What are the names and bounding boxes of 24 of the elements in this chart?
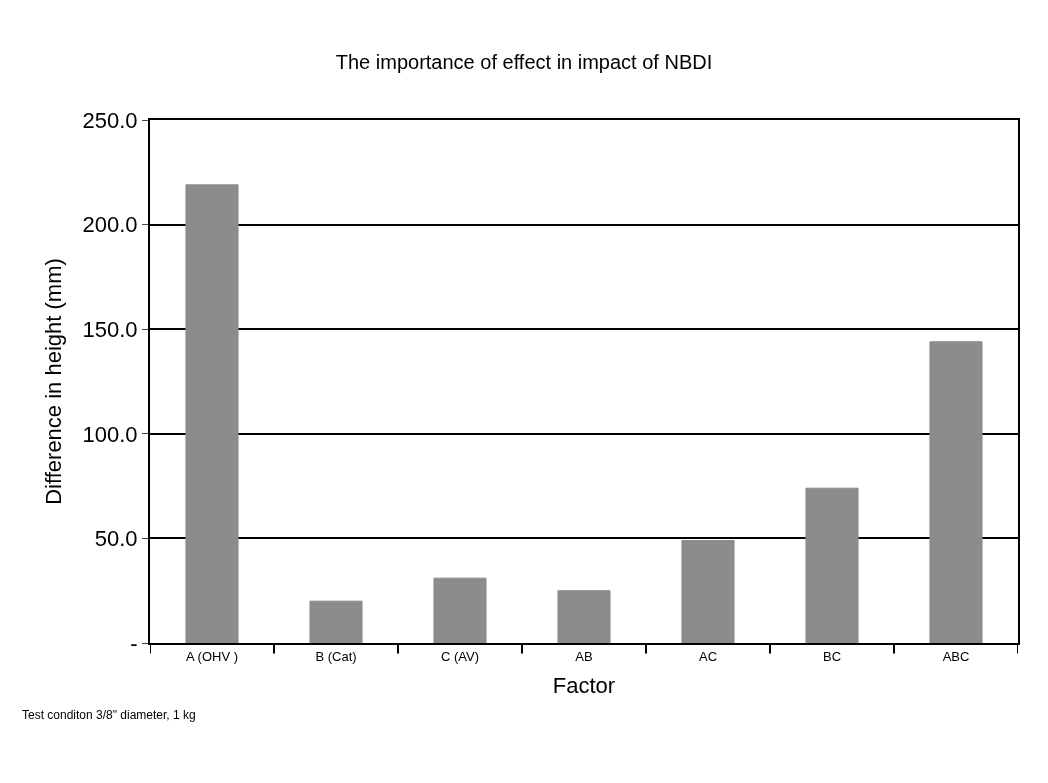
bar xyxy=(681,539,735,643)
bar xyxy=(185,184,239,643)
y-tick-label: 50.0 xyxy=(94,526,138,552)
bar xyxy=(309,600,363,643)
x-tick-label: C (AV) xyxy=(440,648,480,664)
y-tick-label: - xyxy=(130,630,138,656)
y-tick-label: 100.0 xyxy=(82,421,138,447)
bar xyxy=(433,577,487,643)
x-tick-label: A (OHV ) xyxy=(185,648,239,664)
text: Test conditon 3/8" diameter, 1 kg xyxy=(22,708,196,722)
x-tick-label: AC xyxy=(698,648,718,664)
x-axis-title: Factor xyxy=(552,673,616,698)
bar xyxy=(805,487,859,643)
y-tick-label: 150.0 xyxy=(82,316,138,342)
bar xyxy=(557,590,611,643)
x-tick-label: AB xyxy=(575,648,593,664)
x-tick-label: ABC xyxy=(942,648,970,664)
x-tick-label: B (Cat) xyxy=(315,648,357,664)
y-tick-label: 200.0 xyxy=(82,212,138,238)
bar xyxy=(929,341,983,643)
y-axis-title: Difference in height (mm) xyxy=(40,258,66,505)
x-tick-label: BC xyxy=(822,648,842,664)
chart-title: The importance of effect in impact of NBDI xyxy=(335,50,713,73)
y-tick-label: 250.0 xyxy=(82,107,138,133)
